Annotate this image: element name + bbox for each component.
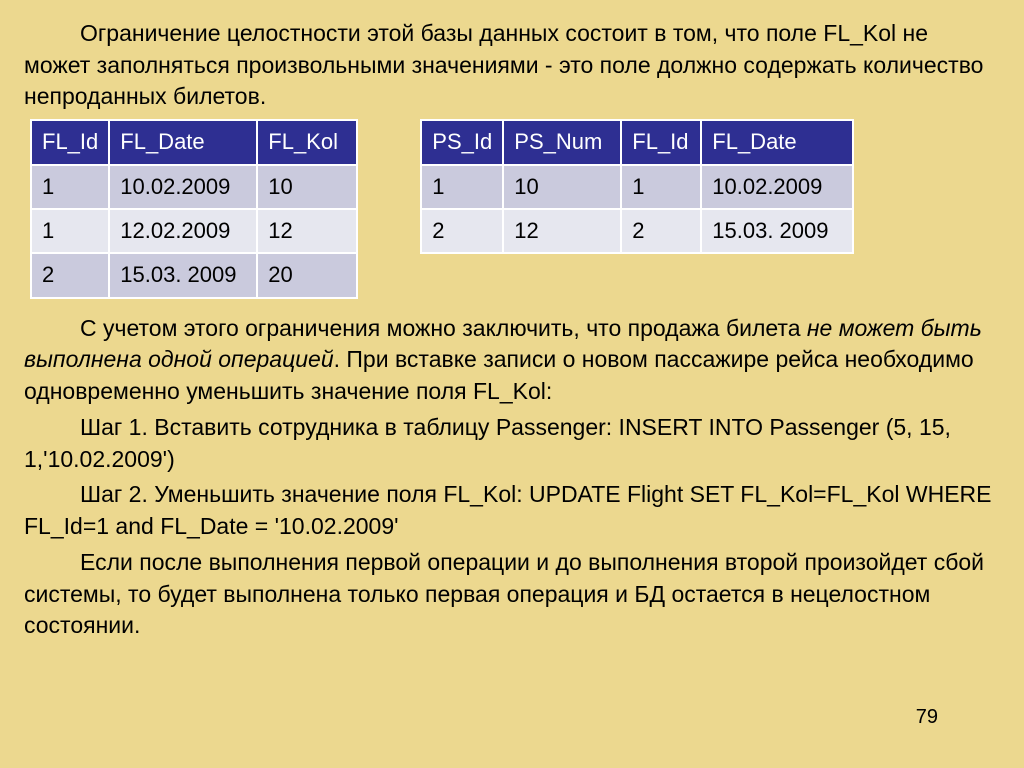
cell: 12 <box>503 209 621 253</box>
passenger-table: PS_Id PS_Num FL_Id FL_Date 1 10 1 10.02.… <box>420 119 854 254</box>
step-1: Шаг 1. Вставить сотрудника в таблицу Pas… <box>24 412 1000 475</box>
cell: 15.03. 2009 <box>701 209 853 253</box>
cell: 1 <box>421 165 503 209</box>
table-row: 2 15.03. 2009 20 <box>31 253 357 297</box>
passenger-col-id: PS_Id <box>421 120 503 164</box>
cell: 10 <box>257 165 357 209</box>
cell: 15.03. 2009 <box>109 253 257 297</box>
cell: 1 <box>31 165 109 209</box>
cell: 12 <box>257 209 357 253</box>
passenger-col-flid: FL_Id <box>621 120 701 164</box>
tables-container: FL_Id FL_Date FL_Kol 1 10.02.2009 10 1 1… <box>24 119 1000 298</box>
flight-col-id: FL_Id <box>31 120 109 164</box>
cell: 1 <box>621 165 701 209</box>
text: С учетом этого ограничения можно заключи… <box>80 315 807 341</box>
cell: 12.02.2009 <box>109 209 257 253</box>
cell: 10 <box>503 165 621 209</box>
cell: 20 <box>257 253 357 297</box>
cell: 1 <box>31 209 109 253</box>
intro-paragraph: Ограничение целостности этой базы данных… <box>24 18 1000 113</box>
cell: 2 <box>31 253 109 297</box>
page-number: 79 <box>916 704 938 732</box>
constraint-paragraph: С учетом этого ограничения можно заключи… <box>24 313 1000 408</box>
table-row: 2 12 2 15.03. 2009 <box>421 209 853 253</box>
passenger-col-num: PS_Num <box>503 120 621 164</box>
flight-table: FL_Id FL_Date FL_Kol 1 10.02.2009 10 1 1… <box>30 119 358 298</box>
cell: 2 <box>421 209 503 253</box>
table-row: 1 10.02.2009 10 <box>31 165 357 209</box>
table-row: 1 10 1 10.02.2009 <box>421 165 853 209</box>
cell: 10.02.2009 <box>109 165 257 209</box>
table-row: 1 12.02.2009 12 <box>31 209 357 253</box>
cell: 10.02.2009 <box>701 165 853 209</box>
cell: 2 <box>621 209 701 253</box>
flight-col-kol: FL_Kol <box>257 120 357 164</box>
step-2: Шаг 2. Уменьшить значение поля FL_Kol: U… <box>24 479 1000 542</box>
conclusion-paragraph: Если после выполнения первой операции и … <box>24 547 1000 642</box>
passenger-col-fldate: FL_Date <box>701 120 853 164</box>
flight-col-date: FL_Date <box>109 120 257 164</box>
